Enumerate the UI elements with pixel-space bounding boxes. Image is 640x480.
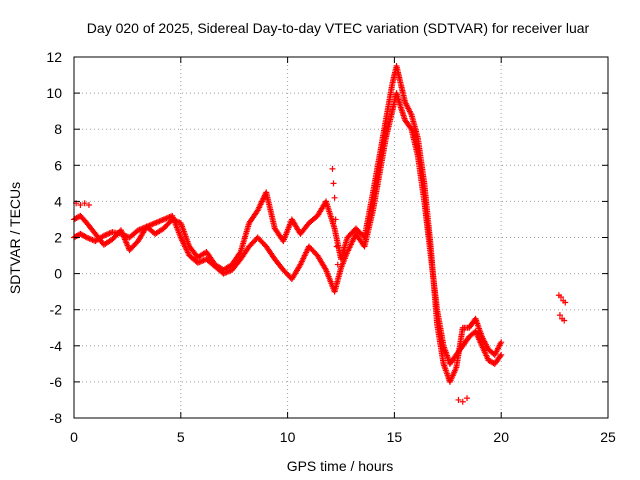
- data-point: [562, 299, 569, 306]
- x-tick-label: 5: [177, 429, 185, 445]
- y-tick-label: 0: [54, 266, 62, 282]
- y-axis-label: SDTVAR / TECUs: [7, 182, 23, 294]
- data-point: [331, 194, 338, 201]
- grid-layer: [74, 57, 608, 418]
- data-point: [497, 353, 504, 360]
- data-point: [333, 243, 340, 250]
- data-point: [334, 261, 341, 268]
- data-point: [498, 351, 505, 358]
- chart-title: Day 020 of 2025, Sidereal Day-to-day VTE…: [87, 20, 590, 36]
- y-tick-label: -6: [50, 374, 63, 390]
- y-tick-label: 8: [54, 121, 62, 137]
- y-tick-label: 6: [54, 157, 62, 173]
- data-point: [498, 339, 505, 346]
- y-tick-label: 10: [46, 85, 62, 101]
- data-point: [459, 398, 466, 405]
- x-tick-label: 20: [493, 429, 509, 445]
- data-point: [82, 233, 89, 240]
- y-tick-label: 4: [54, 193, 62, 209]
- x-tick-label: 0: [70, 429, 78, 445]
- data-point: [332, 216, 339, 223]
- y-tick-label: 2: [54, 230, 62, 246]
- x-tick-label: 25: [600, 429, 616, 445]
- data-point: [85, 202, 92, 209]
- y-tick-label: -8: [50, 410, 63, 426]
- x-tick-label: 10: [280, 429, 296, 445]
- y-tick-label: 12: [46, 49, 62, 65]
- data-point: [558, 294, 565, 301]
- data-point: [81, 200, 88, 207]
- data-point: [556, 312, 563, 319]
- data-point: [77, 202, 84, 209]
- y-tick-label: -4: [50, 338, 63, 354]
- data-point: [561, 317, 568, 324]
- data-point: [464, 395, 471, 402]
- data-point: [329, 165, 336, 172]
- x-tick-labels: 0 5 10 15 20 25: [70, 429, 616, 445]
- data-point: [455, 396, 462, 403]
- data-points-layer: [71, 63, 569, 405]
- tick-marks-layer: [73, 56, 609, 419]
- data-point: [330, 180, 337, 187]
- y-tick-labels: -8 -6 -4 -2 0 2 4 6 8 10 12: [46, 49, 62, 426]
- x-tick-label: 15: [387, 429, 403, 445]
- x-axis-label: GPS time / hours: [287, 458, 394, 474]
- y-tick-label: -2: [50, 302, 63, 318]
